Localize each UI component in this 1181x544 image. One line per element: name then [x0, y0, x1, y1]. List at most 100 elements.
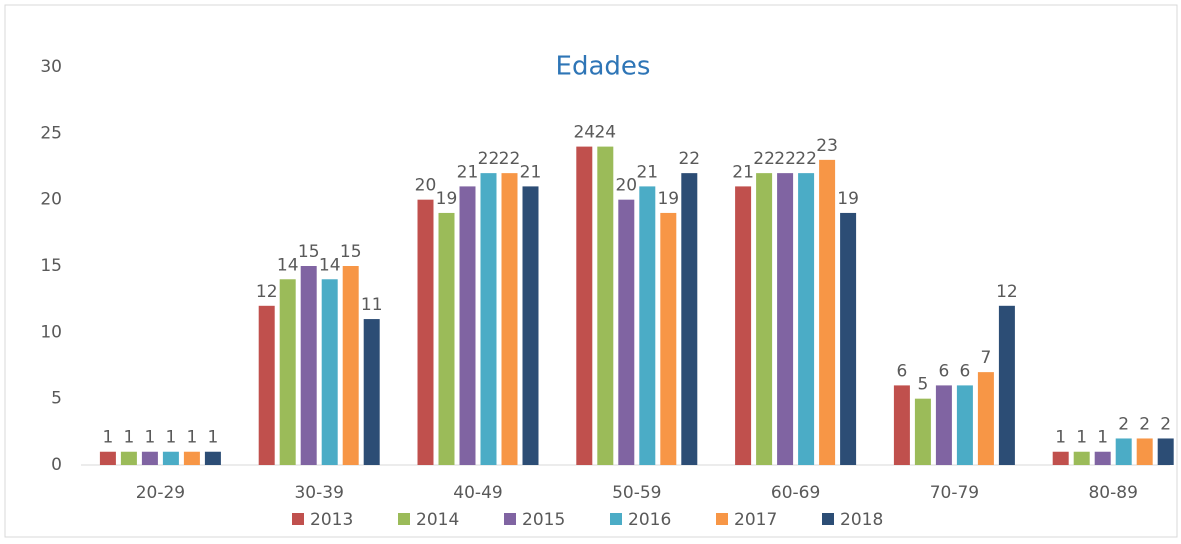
bar: [977, 372, 994, 465]
bar: [956, 385, 973, 465]
value-label: 7: [980, 348, 991, 368]
value-label: 1: [144, 428, 155, 448]
x-tick-label: 60-69: [771, 483, 820, 503]
bar: [1052, 451, 1069, 465]
value-label: 22: [753, 149, 775, 169]
value-label: 20: [615, 176, 637, 196]
legend-swatch: [398, 513, 410, 525]
y-tick-label: 20: [40, 190, 62, 210]
value-label: 1: [165, 428, 176, 448]
x-tick-label: 80-89: [1088, 483, 1137, 503]
bar: [681, 173, 698, 465]
bar: [777, 173, 794, 465]
value-label: 22: [499, 149, 521, 169]
bar: [1157, 438, 1174, 465]
bar: [321, 279, 338, 465]
chart-title: Edades: [556, 52, 651, 82]
legend-label: 2016: [628, 510, 671, 530]
value-label: 19: [657, 189, 679, 209]
value-label: 21: [732, 162, 754, 182]
value-label: 2: [1118, 414, 1129, 434]
y-tick-label: 15: [40, 256, 62, 276]
bar: [840, 212, 857, 465]
value-label: 24: [594, 123, 616, 143]
value-label: 5: [917, 375, 928, 395]
bar: [998, 305, 1015, 465]
bar: [522, 186, 539, 465]
bar: [258, 305, 275, 465]
legend-label: 2017: [734, 510, 777, 530]
legend-label: 2018: [840, 510, 883, 530]
x-tick-label: 20-29: [136, 483, 185, 503]
bar: [1136, 438, 1153, 465]
value-label: 1: [123, 428, 134, 448]
value-label: 22: [478, 149, 500, 169]
bar: [597, 146, 614, 465]
value-label: 21: [520, 162, 542, 182]
bar: [141, 451, 158, 465]
value-label: 6: [896, 361, 907, 381]
value-label: 15: [340, 242, 362, 262]
value-label: 23: [816, 136, 838, 156]
bar: [342, 266, 359, 465]
legend-swatch: [716, 513, 728, 525]
bar: [501, 173, 518, 465]
bar: [300, 266, 317, 465]
bar: [417, 199, 434, 465]
bar: [204, 451, 221, 465]
value-label: 22: [795, 149, 817, 169]
bar: [819, 159, 836, 465]
value-label: 14: [277, 255, 299, 275]
value-label: 21: [636, 162, 658, 182]
bar: [438, 212, 455, 465]
value-label: 12: [256, 282, 278, 302]
value-label: 2: [1160, 414, 1171, 434]
value-label: 6: [938, 361, 949, 381]
value-label: 22: [678, 149, 700, 169]
value-label: 21: [457, 162, 479, 182]
bar: [618, 199, 635, 465]
bar: [480, 173, 497, 465]
value-label: 1: [207, 428, 218, 448]
bar: [576, 146, 593, 465]
bar: [639, 186, 656, 465]
x-tick-label: 40-49: [453, 483, 502, 503]
legend-label: 2013: [310, 510, 353, 530]
bar: [914, 398, 931, 465]
bar: [99, 451, 116, 465]
value-label: 22: [774, 149, 796, 169]
bar: [735, 186, 752, 465]
value-label: 19: [837, 189, 859, 209]
value-label: 14: [319, 255, 341, 275]
value-label: 1: [102, 428, 113, 448]
value-label: 1: [1055, 428, 1066, 448]
bar: [660, 212, 677, 465]
x-tick-label: 70-79: [930, 483, 979, 503]
value-label: 24: [573, 123, 595, 143]
bar: [1115, 438, 1132, 465]
bar: [120, 451, 137, 465]
bar: [162, 451, 179, 465]
value-label: 11: [361, 295, 383, 315]
bar: [1094, 451, 1111, 465]
bar: [1073, 451, 1090, 465]
legend-swatch: [292, 513, 304, 525]
bar: [459, 186, 476, 465]
y-tick-label: 10: [40, 322, 62, 342]
x-tick-label: 30-39: [294, 483, 343, 503]
bar: [798, 173, 815, 465]
bar: [279, 279, 296, 465]
legend-swatch: [504, 513, 516, 525]
y-tick-label: 25: [40, 123, 62, 143]
value-label: 15: [298, 242, 320, 262]
value-label: 1: [1097, 428, 1108, 448]
value-label: 19: [436, 189, 458, 209]
legend-swatch: [822, 513, 834, 525]
bar: [183, 451, 200, 465]
y-tick-label: 5: [51, 389, 62, 409]
bar: [756, 173, 773, 465]
value-label: 20: [415, 176, 437, 196]
value-label: 6: [959, 361, 970, 381]
legend-label: 2014: [416, 510, 459, 530]
